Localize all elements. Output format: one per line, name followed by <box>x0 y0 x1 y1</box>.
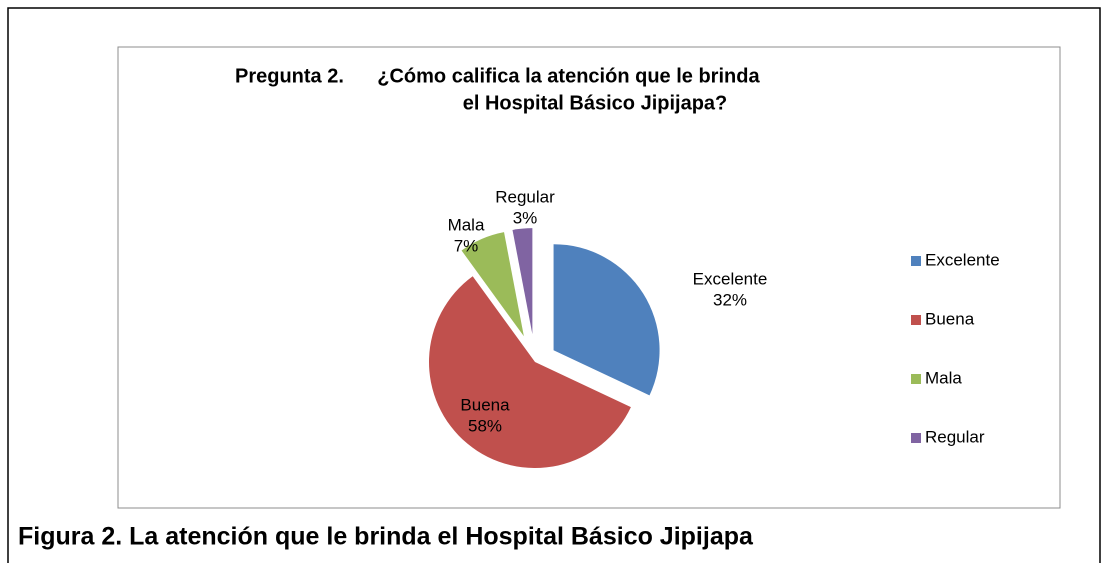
slice-label: Buena <box>460 395 510 414</box>
pie-slice <box>429 276 631 468</box>
legend-swatch <box>911 256 921 266</box>
legend-label: Regular <box>925 427 985 446</box>
legend-label: Buena <box>925 309 975 328</box>
slice-value: 32% <box>713 290 747 309</box>
legend-swatch <box>911 433 921 443</box>
slice-value: 58% <box>468 416 502 435</box>
legend-label: Excelente <box>925 250 1000 269</box>
legend-label: Mala <box>925 368 962 387</box>
pie-slice <box>512 228 533 335</box>
slice-label: Regular <box>495 187 555 206</box>
slice-label: Mala <box>448 215 485 234</box>
outer-frame <box>7 7 1101 563</box>
chart-title: Pregunta 2. ¿Cómo califica la atención q… <box>235 65 760 87</box>
pie-slice <box>461 232 524 337</box>
legend-swatch <box>911 315 921 325</box>
slice-value: 7% <box>454 236 479 255</box>
caption: Figura 2. La atención que le brinda el H… <box>18 523 754 551</box>
pie-slice <box>553 244 660 396</box>
legend-swatch <box>911 374 921 384</box>
chart-title: el Hospital Básico Jipijapa? <box>463 92 728 114</box>
slice-label: Excelente <box>693 269 768 288</box>
slice-value: 3% <box>513 208 538 227</box>
